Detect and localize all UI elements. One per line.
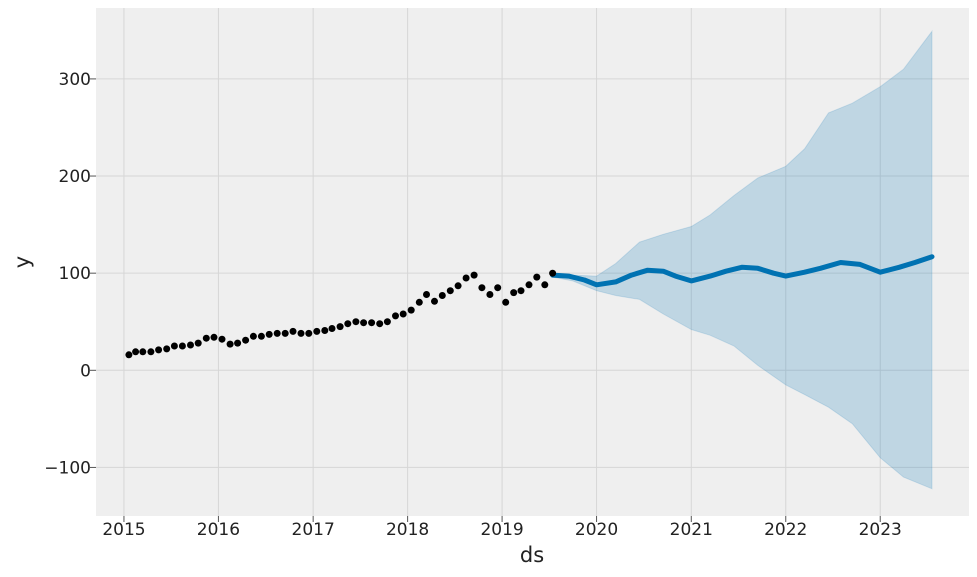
y-gridlines — [96, 78, 969, 468]
y-tick-label: 100 — [59, 264, 91, 284]
x-tick-label: 2017 — [292, 520, 335, 540]
observed-point — [431, 297, 438, 305]
observed-point — [360, 319, 368, 327]
observed-point — [226, 340, 234, 348]
observed-point — [392, 312, 399, 320]
observed-point — [438, 292, 446, 299]
x-axis-ticks: 2015 2016 2017 2018 2019 2020 2021 2022 2023 — [102, 516, 902, 540]
observed-point — [297, 329, 305, 337]
y-tick-label: 300 — [59, 70, 91, 90]
observed-point — [486, 291, 494, 298]
observed-point — [376, 320, 384, 328]
observed-point — [163, 345, 171, 353]
x-tick-label: 2022 — [764, 520, 807, 540]
observed-point — [155, 346, 163, 354]
observed-point — [525, 281, 533, 289]
observed-point — [383, 318, 391, 326]
observed-point — [423, 291, 430, 298]
x-tick-label: 2021 — [670, 520, 713, 540]
y-tick-label: −100 — [44, 458, 91, 478]
observed-point — [187, 341, 194, 349]
observed-point — [494, 284, 502, 292]
x-axis-title: ds — [520, 543, 544, 567]
observed-point — [502, 298, 510, 306]
y-tick-label: 200 — [59, 167, 91, 187]
observed-point — [549, 269, 557, 277]
observed-point — [533, 273, 541, 281]
plot-background — [96, 8, 969, 516]
observed-point — [446, 287, 454, 295]
x-tick-label: 2020 — [575, 520, 618, 540]
observed-point — [368, 319, 376, 327]
observed-point — [399, 310, 407, 318]
y-axis-ticks: −100 0 100 200 300 — [44, 70, 96, 478]
x-gridlines — [123, 8, 881, 516]
observed-point — [281, 329, 289, 337]
x-tick-label: 2019 — [480, 520, 523, 540]
observed-point — [210, 333, 218, 341]
observed-point — [541, 281, 549, 289]
observed-point — [125, 351, 133, 359]
observed-point — [202, 334, 210, 342]
observed-point — [170, 342, 178, 350]
observed-point — [352, 318, 360, 326]
observed-point — [517, 287, 525, 295]
observed-point — [313, 327, 321, 335]
observed-point — [178, 342, 186, 350]
observed-point — [139, 348, 147, 356]
observed-point — [454, 282, 462, 290]
observed-point — [470, 271, 478, 279]
observed-point — [234, 339, 242, 347]
observed-point — [462, 274, 470, 282]
observed-point — [289, 327, 297, 335]
observed-point — [321, 327, 329, 334]
observed-point — [478, 284, 486, 292]
observed-point — [249, 332, 257, 340]
observed-point — [328, 325, 336, 332]
observed-point — [132, 348, 140, 356]
y-axis-title: y — [10, 256, 34, 268]
observed-point — [344, 320, 352, 328]
uncertainty-interval-band — [552, 29, 933, 490]
observed-points — [125, 269, 557, 359]
observed-point — [415, 298, 423, 306]
x-tick-label: 2023 — [859, 520, 902, 540]
observed-point — [147, 348, 155, 356]
observed-point — [242, 336, 250, 344]
x-tick-label: 2016 — [197, 520, 240, 540]
observed-point — [407, 306, 415, 314]
x-tick-label: 2015 — [102, 520, 145, 540]
forecast-line — [550, 254, 935, 288]
observed-point — [194, 339, 202, 347]
observed-point — [336, 323, 344, 331]
observed-point — [265, 330, 273, 338]
y-tick-label: 0 — [80, 361, 91, 381]
observed-point — [257, 332, 265, 340]
observed-point — [273, 329, 281, 337]
x-tick-label: 2018 — [386, 520, 429, 540]
observed-point — [305, 329, 313, 337]
observed-point — [510, 289, 518, 297]
observed-point — [218, 335, 226, 343]
